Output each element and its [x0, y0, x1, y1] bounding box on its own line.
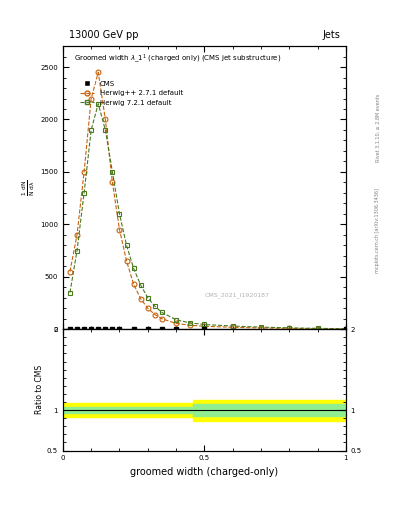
Text: Rivet 3.1.10, ≥ 2.8M events: Rivet 3.1.10, ≥ 2.8M events [375, 94, 380, 162]
Y-axis label: Ratio to CMS: Ratio to CMS [35, 366, 44, 414]
Text: Groomed width $\lambda\_1^1$ (charged only) (CMS jet substructure): Groomed width $\lambda\_1^1$ (charged on… [74, 52, 282, 65]
Text: 13000 GeV pp: 13000 GeV pp [68, 30, 138, 40]
Text: mcplots.cern.ch [arXiv:1306.3436]: mcplots.cern.ch [arXiv:1306.3436] [375, 188, 380, 273]
Legend: CMS, Herwig++ 2.7.1 default, Herwig 7.2.1 default: CMS, Herwig++ 2.7.1 default, Herwig 7.2.… [78, 78, 186, 109]
Y-axis label: $\mathregular{\frac{1}{N}\,\frac{dN}{d\lambda}}$: $\mathregular{\frac{1}{N}\,\frac{dN}{d\l… [21, 179, 37, 196]
Text: Jets: Jets [322, 30, 340, 40]
Text: CMS_2021_I1920187: CMS_2021_I1920187 [204, 292, 269, 298]
X-axis label: groomed width (charged-only): groomed width (charged-only) [130, 467, 278, 477]
